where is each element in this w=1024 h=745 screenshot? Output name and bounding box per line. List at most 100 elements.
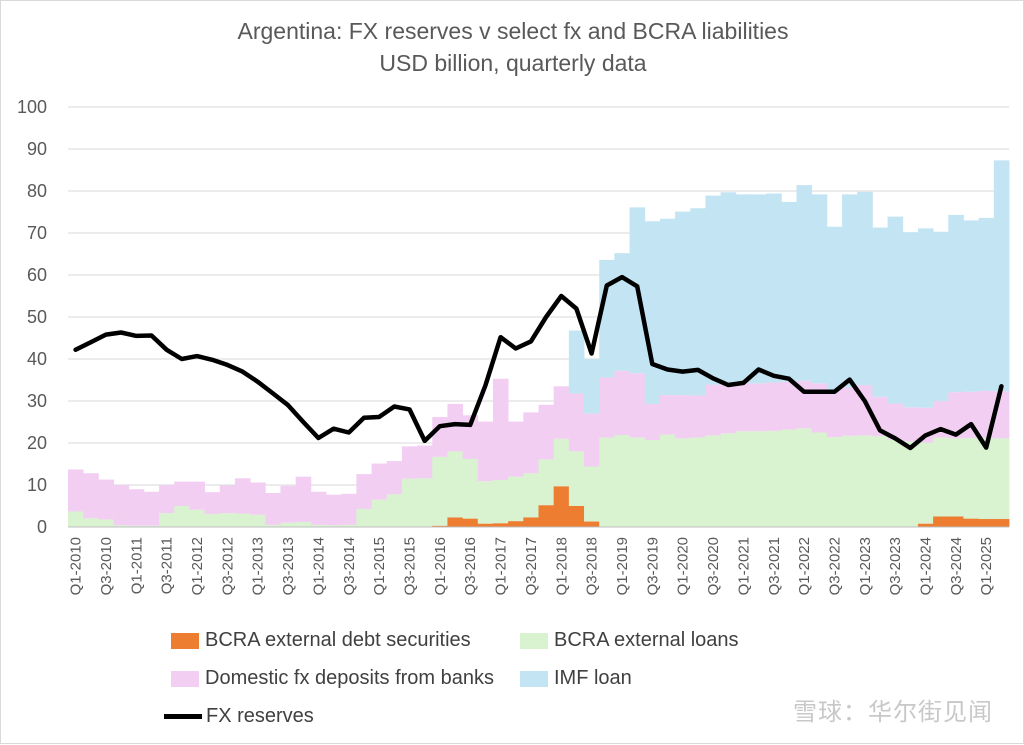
y-tick-label: 50 xyxy=(27,307,47,327)
x-tick-label: Q3-2010 xyxy=(98,537,115,595)
bar-deposits-Q2-2021 xyxy=(750,383,767,432)
bar-debt-Q1-2018 xyxy=(553,486,570,527)
bar-deposits-Q3-2011 xyxy=(159,485,175,514)
bar-deposits-Q4-2014 xyxy=(356,474,372,509)
bar-loans-Q2-2022 xyxy=(811,432,828,527)
bar-deposits-Q3-2017 xyxy=(523,412,539,474)
bar-imf-Q3-2024 xyxy=(948,214,964,393)
bar-loans-Q1-2015 xyxy=(371,499,388,527)
bar-deposits-Q2-2017 xyxy=(508,421,524,477)
bar-loans-Q1-2016 xyxy=(432,456,448,526)
bar-deposits-Q2-2014 xyxy=(326,494,342,526)
bar-deposits-Q1-2018 xyxy=(553,386,570,439)
bar-imf-Q4-2022 xyxy=(842,194,858,388)
bar-imf-Q2-2024 xyxy=(933,231,949,401)
bar-loans-Q1-2021 xyxy=(735,431,752,527)
x-tick-label: Q1-2021 xyxy=(735,537,752,595)
bar-loans-Q1-2020 xyxy=(675,438,691,527)
y-tick-label: 0 xyxy=(37,517,47,537)
legend-swatch-loans xyxy=(520,632,548,649)
x-tick-label: Q1-2010 xyxy=(68,537,85,595)
legend-item-reserves: FX reserves xyxy=(164,705,314,728)
bar-deposits-Q1-2020 xyxy=(675,395,691,439)
bar-loans-Q4-2015 xyxy=(417,478,433,527)
bar-deposits-Q3-2018 xyxy=(584,413,600,467)
bar-loans-Q2-2016 xyxy=(447,451,464,518)
x-tick-label: Q3-2017 xyxy=(523,537,540,595)
bar-deposits-Q4-2019 xyxy=(659,395,676,435)
x-tick-label: Q1-2017 xyxy=(493,537,510,595)
x-tick-label: Q3-2024 xyxy=(948,537,965,595)
bar-deposits-Q4-2017 xyxy=(538,404,555,460)
bar-loans-Q3-2016 xyxy=(462,458,479,519)
x-tick-label: Q3-2015 xyxy=(401,537,418,595)
legend-label-imf: IMF loan xyxy=(554,667,632,689)
bar-deposits-Q1-2017 xyxy=(492,378,509,480)
bar-debt-Q2-2018 xyxy=(568,506,585,527)
x-tick-label: Q3-2011 xyxy=(159,537,176,594)
bar-deposits-Q2-2020 xyxy=(690,395,706,438)
y-tick-label: 80 xyxy=(27,181,47,201)
x-tick-label: Q3-2018 xyxy=(584,537,601,595)
bar-debt-Q1-2016 xyxy=(432,525,448,527)
bar-loans-Q1-2017 xyxy=(492,479,509,524)
x-tick-label: Q1-2014 xyxy=(310,537,327,595)
bar-loans-Q2-2015 xyxy=(386,494,403,527)
bar-imf-Q3-2022 xyxy=(826,226,843,391)
y-tick-label: 20 xyxy=(27,433,47,453)
x-tick-label: Q3-2021 xyxy=(766,537,783,595)
bar-imf-Q2-2023 xyxy=(872,227,888,397)
bar-loans-Q4-2014 xyxy=(356,508,372,527)
bar-loans-Q4-2024 xyxy=(963,437,980,519)
bar-imf-Q1-2025 xyxy=(978,217,995,391)
bar-loans-Q2-2024 xyxy=(933,437,949,517)
bar-deposits-Q4-2015 xyxy=(417,445,433,479)
y-tick-label: 60 xyxy=(27,265,47,285)
bar-loans-Q1-2011 xyxy=(128,525,145,527)
series-line-fx-reserves xyxy=(73,274,1004,451)
bar-deposits-Q3-2021 xyxy=(766,382,782,431)
legend-swatch-deposits xyxy=(171,670,199,687)
bar-deposits-Q4-2016 xyxy=(477,421,494,482)
bar-deposits-Q3-2010 xyxy=(98,479,114,520)
bar-imf-Q2-2018 xyxy=(568,330,585,394)
bar-loans-Q1-2024 xyxy=(917,442,934,524)
bar-loans-Q3-2024 xyxy=(948,438,964,517)
bar-deposits-Q2-2016 xyxy=(447,403,464,452)
bar-deposits-Q3-2013 xyxy=(280,485,297,523)
bar-debt-Q1-2025 xyxy=(978,519,995,527)
bar-loans-Q4-2011 xyxy=(174,506,190,527)
bar-imf-Q3-2023 xyxy=(887,216,904,404)
bar-deposits-Q2-2010 xyxy=(83,473,99,519)
bar-loans-Q2-2012 xyxy=(204,513,221,527)
bar-debt-Q4-2016 xyxy=(477,523,494,527)
x-tick-label: Q1-2025 xyxy=(978,537,995,595)
bar-deposits-Q1-2019 xyxy=(614,370,630,436)
y-tick-label: 30 xyxy=(27,391,47,411)
legend-label-reserves: FX reserves xyxy=(206,705,314,727)
bar-loans-Q3-2019 xyxy=(644,440,661,527)
bar-deposits-Q1-2012 xyxy=(189,481,205,510)
bar-loans-Q1-2025 xyxy=(978,437,995,520)
bar-deposits-Q2-2022 xyxy=(811,383,828,433)
bar-loans-Q4-2010 xyxy=(113,525,130,527)
x-tick-label: Q3-2012 xyxy=(219,537,236,595)
bar-loans-Q1-2019 xyxy=(614,435,630,527)
bar-loans-Q3-2017 xyxy=(523,473,539,518)
bar-loans-Q3-2018 xyxy=(584,466,600,522)
bar-deposits-Q1-2021 xyxy=(735,383,752,432)
bar-deposits-Q4-2011 xyxy=(174,481,190,506)
bar-imf-Q1-2023 xyxy=(857,191,873,386)
x-tick-label: Q1-2016 xyxy=(432,537,449,595)
bar-deposits-Q1-2010 xyxy=(68,469,84,512)
bar-loans-Q3-2022 xyxy=(826,437,843,527)
bar-loans-Q2-2025 xyxy=(993,438,1010,520)
legend-label-loans: BCRA external loans xyxy=(554,629,739,651)
bar-loans-Q3-2011 xyxy=(159,513,175,527)
bar-deposits-Q3-2023 xyxy=(887,403,904,440)
bar-loans-Q2-2014 xyxy=(326,525,342,527)
bar-debt-Q3-2018 xyxy=(584,521,600,527)
bar-loans-Q1-2023 xyxy=(857,435,873,527)
bar-loans-Q4-2016 xyxy=(477,481,494,524)
